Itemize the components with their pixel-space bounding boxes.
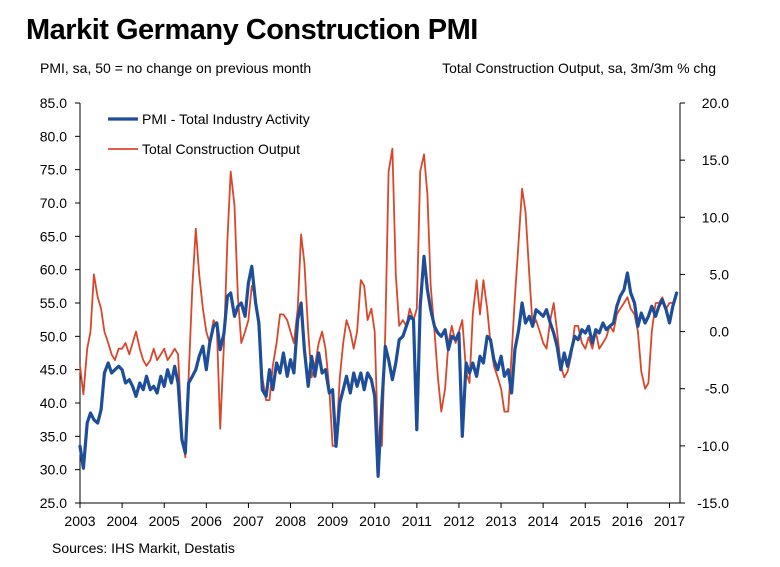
x-tick-label: 2007 (233, 513, 264, 529)
legend: PMI - Total Industry Activity Total Const… (108, 111, 310, 157)
x-tick-label: 2014 (528, 513, 559, 529)
right-tick-label: -15.0 (697, 495, 729, 511)
left-tick-label: 80.0 (40, 128, 67, 144)
right-tick-label: -5.0 (705, 381, 729, 397)
source-note: Sources: IHS Markit, Destatis (52, 540, 235, 556)
left-axis-ticks: 85.0 80.0 75.0 70.0 65.0 60.0 55.0 50.0 45.0 40.0… (40, 95, 80, 511)
x-tick-label: 2011 (402, 513, 432, 529)
x-tick-label: 2004 (107, 513, 138, 529)
series-lines (78, 147, 679, 478)
x-tick-label: 2015 (570, 513, 601, 529)
x-tick-label: 2006 (191, 513, 222, 529)
right-axis-label: Total Construction Output, sa, 3m/3m % c… (442, 60, 716, 76)
x-tick-label: 2017 (654, 513, 685, 529)
left-axis-label: PMI, sa, 50 = no change on previous mont… (40, 60, 312, 76)
left-tick-label: 65.0 (40, 228, 67, 244)
legend-item-pmi-label: PMI - Total Industry Activity (142, 111, 310, 127)
x-tick-label: 2013 (485, 513, 516, 529)
right-tick-label: 20.0 (702, 95, 729, 111)
right-tick-label: 0.0 (710, 324, 730, 340)
left-tick-label: 50.0 (40, 328, 67, 344)
x-tick-label: 2016 (612, 513, 643, 529)
right-tick-label: 15.0 (702, 152, 729, 168)
right-tick-label: 5.0 (710, 266, 730, 282)
legend-item-output-label: Total Construction Output (142, 141, 300, 157)
left-tick-label: 60.0 (40, 262, 67, 278)
left-tick-label: 35.0 (40, 428, 67, 444)
right-tick-label: -10.0 (697, 438, 729, 454)
x-tick-label: 2003 (64, 513, 95, 529)
x-tick-label: 2009 (317, 513, 348, 529)
chart-title: Markit Germany Construction PMI (26, 14, 478, 46)
x-axis-ticks: 2003 2004 2005 2006 2007 2008 2009 2010 2011 2012… (64, 503, 685, 529)
pmi-series-line (78, 254, 679, 478)
output-series-line (79, 147, 674, 459)
left-tick-label: 30.0 (40, 462, 67, 478)
left-tick-label: 70.0 (40, 195, 67, 211)
x-tick-label: 2005 (149, 513, 180, 529)
right-tick-label: 10.0 (702, 209, 729, 225)
left-tick-label: 55.0 (40, 295, 67, 311)
left-tick-label: 45.0 (40, 362, 67, 378)
x-tick-label: 2008 (275, 513, 306, 529)
right-axis-ticks: 20.0 15.0 10.0 5.0 0.0 -5.0 -10.0 -15.0 (680, 95, 729, 511)
x-tick-label: 2012 (443, 513, 474, 529)
left-tick-label: 85.0 (40, 95, 67, 111)
left-tick-label: 25.0 (40, 495, 67, 511)
x-tick-label: 2010 (359, 513, 390, 529)
left-tick-label: 40.0 (40, 395, 67, 411)
left-tick-label: 75.0 (40, 162, 67, 178)
